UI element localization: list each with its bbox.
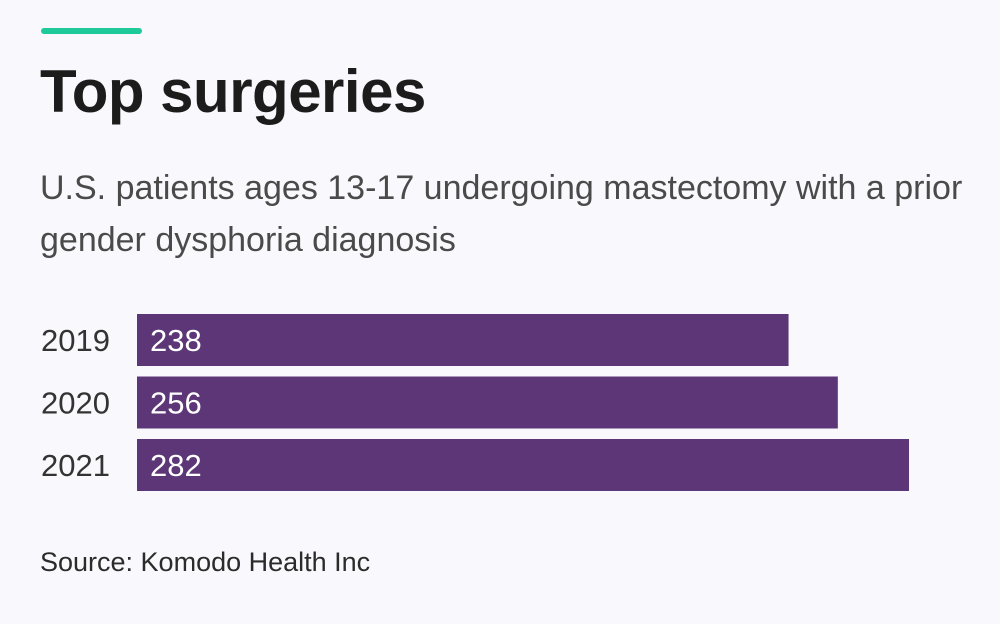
bar-2020	[137, 376, 838, 429]
category-label-2019: 2019	[41, 323, 110, 358]
value-label-2019: 238	[150, 323, 202, 358]
value-label-2021: 282	[150, 448, 202, 483]
source-note: Source: Komodo Health Inc	[40, 547, 371, 577]
value-label-2020: 256	[150, 386, 202, 421]
chart-title: Top surgeries	[40, 58, 426, 125]
category-label-2021: 2021	[41, 448, 110, 483]
category-label-2020: 2020	[41, 386, 110, 421]
accent-rule	[41, 28, 142, 34]
chart-subtitle: U.S. patients ages 13-17 undergoing mast…	[40, 169, 963, 259]
bar-2021	[137, 439, 909, 491]
bar-2019	[137, 314, 789, 366]
